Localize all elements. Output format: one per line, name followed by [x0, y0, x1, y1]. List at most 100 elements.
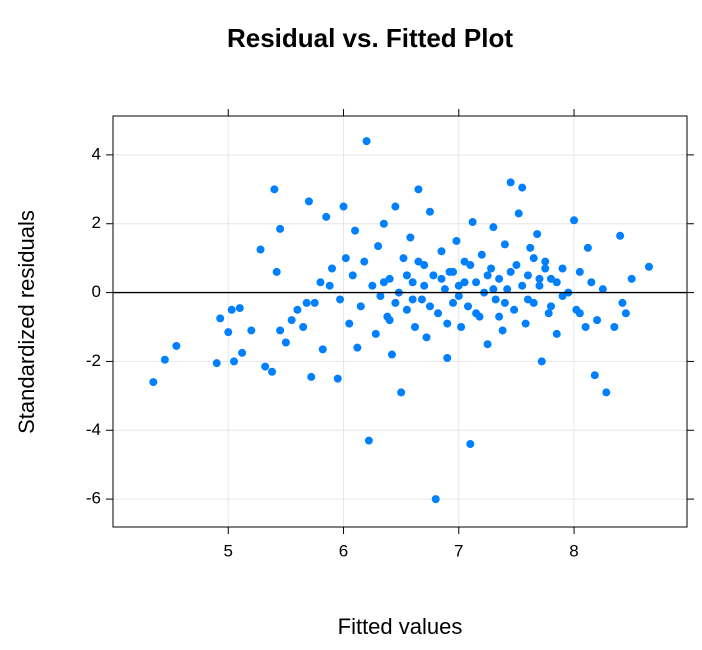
point: [449, 298, 458, 307]
point: [414, 185, 423, 194]
point: [541, 264, 550, 273]
point: [387, 350, 396, 359]
point: [333, 374, 342, 383]
point: [408, 278, 417, 287]
point: [224, 328, 233, 337]
point: [235, 304, 244, 313]
point: [307, 372, 316, 381]
point: [541, 257, 550, 266]
point: [483, 340, 492, 349]
point: [230, 357, 239, 366]
point: [544, 309, 553, 318]
point: [500, 298, 509, 307]
point: [376, 292, 385, 301]
point: [489, 285, 498, 294]
chart-title: Residual vs. Fitted Plot: [227, 23, 513, 53]
y-tick-label: 4: [92, 144, 101, 163]
point: [281, 338, 290, 347]
point: [216, 314, 225, 323]
point: [503, 285, 512, 294]
y-tick-label: 2: [92, 213, 101, 232]
point: [529, 254, 538, 263]
point: [518, 183, 527, 192]
point: [379, 219, 388, 228]
point: [466, 261, 475, 270]
point: [379, 278, 388, 287]
point: [247, 326, 256, 335]
x-tick-label: 8: [569, 541, 578, 560]
point: [310, 298, 319, 307]
point: [535, 281, 544, 290]
point: [437, 274, 446, 283]
point: [414, 257, 423, 266]
point: [385, 274, 394, 283]
point: [483, 271, 492, 280]
point: [341, 254, 350, 263]
point: [256, 245, 265, 254]
point: [466, 440, 475, 449]
point: [325, 281, 334, 290]
point: [268, 367, 277, 376]
point: [425, 302, 434, 311]
point: [593, 316, 602, 325]
point: [575, 309, 584, 318]
point: [425, 207, 434, 216]
point: [318, 345, 327, 354]
point: [238, 348, 247, 357]
point: [276, 326, 285, 335]
point: [402, 271, 411, 280]
point: [454, 281, 463, 290]
point: [452, 236, 461, 245]
point: [212, 359, 221, 368]
point: [454, 292, 463, 301]
point: [327, 264, 336, 273]
y-axis-label: Standardized residuals: [14, 210, 39, 434]
point: [495, 274, 504, 283]
point: [616, 231, 625, 240]
point: [581, 323, 590, 332]
x-tick-label: 6: [339, 541, 348, 560]
point: [506, 267, 515, 276]
point: [587, 278, 596, 287]
point: [602, 388, 611, 397]
x-tick-label: 5: [224, 541, 233, 560]
point: [443, 319, 452, 328]
point: [356, 302, 365, 311]
point: [431, 495, 440, 504]
point: [529, 298, 538, 307]
point: [546, 274, 555, 283]
x-tick-label: 7: [454, 541, 463, 560]
point: [598, 285, 607, 294]
point: [575, 267, 584, 276]
point: [489, 223, 498, 232]
point: [477, 250, 486, 259]
plot-frame: [112, 115, 688, 528]
point: [362, 137, 371, 146]
point: [261, 362, 270, 371]
point: [406, 233, 415, 242]
point: [437, 247, 446, 256]
point: [391, 298, 400, 307]
point: [500, 240, 509, 249]
point: [408, 295, 417, 304]
y-tick-label: -4: [86, 420, 101, 439]
point: [353, 343, 362, 352]
point: [422, 333, 431, 342]
y-tick-label: 0: [92, 282, 101, 301]
point: [420, 281, 429, 290]
point: [460, 278, 469, 287]
point: [299, 323, 308, 332]
point: [627, 274, 636, 283]
point: [523, 295, 532, 304]
point: [558, 264, 567, 273]
y-tick-label: -2: [86, 351, 101, 370]
point: [339, 202, 348, 211]
point: [316, 278, 325, 287]
point: [336, 295, 345, 304]
point: [491, 295, 500, 304]
point: [360, 257, 369, 266]
point: [514, 209, 523, 218]
point: [526, 243, 535, 252]
point: [468, 218, 477, 227]
